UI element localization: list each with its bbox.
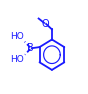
Text: HO: HO <box>11 55 24 64</box>
Text: B: B <box>27 43 34 53</box>
Text: O: O <box>41 19 49 29</box>
Text: HO: HO <box>10 32 24 41</box>
